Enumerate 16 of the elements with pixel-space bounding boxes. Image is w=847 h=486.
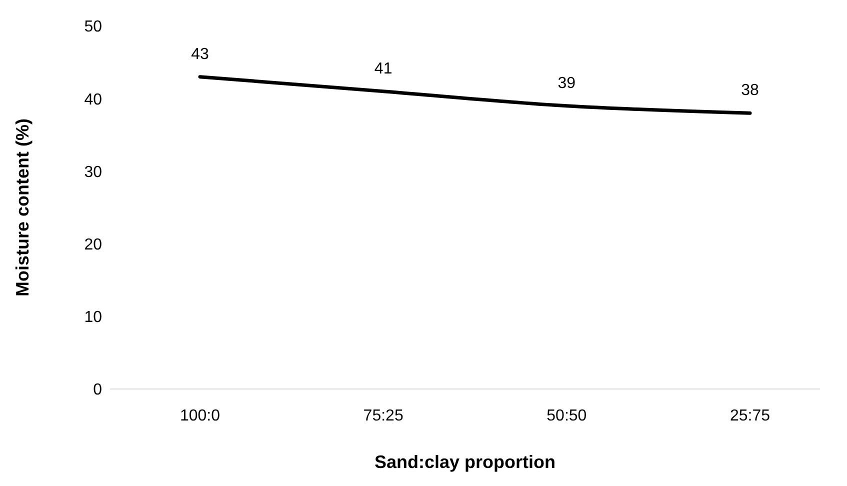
data-label: 43 [191, 46, 209, 63]
y-tick-label: 0 [93, 382, 102, 399]
data-label: 39 [558, 74, 576, 92]
y-tick-label: 40 [84, 91, 102, 108]
x-tick-label: 100:0 [180, 407, 220, 424]
x-tick-label: 25:75 [730, 407, 770, 424]
data-label: 38 [741, 82, 759, 100]
data-label: 41 [374, 60, 392, 78]
y-tick-label: 20 [84, 236, 102, 254]
y-axis-title: Moisture content (%) [12, 118, 32, 296]
y-tick-label: 10 [84, 309, 102, 326]
x-axis-title: Sand:clay proportion [374, 452, 556, 472]
y-tick-label: 50 [84, 18, 102, 36]
x-tick-label: 75:25 [363, 407, 404, 424]
x-tick-label: 50:50 [546, 407, 587, 424]
y-tick-label: 30 [84, 164, 102, 181]
